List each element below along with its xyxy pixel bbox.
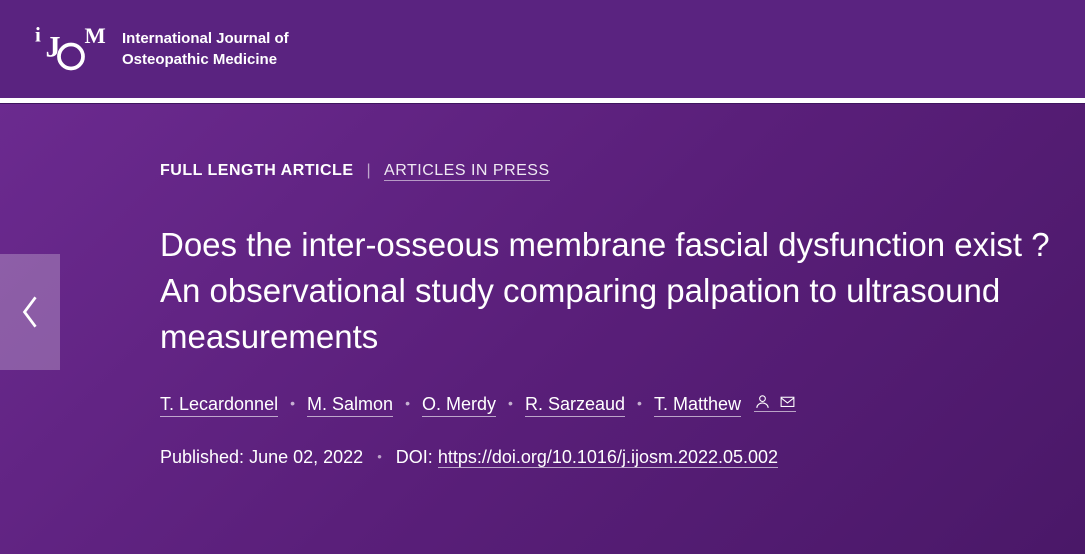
author-link[interactable]: O. Merdy [422,394,496,417]
prev-article-button[interactable] [0,254,60,370]
author-separator: • [637,395,642,411]
article-title: Does the inter-osseous membrane fascial … [160,222,1080,361]
article-type-label: FULL LENGTH ARTICLE [160,162,353,179]
author-link[interactable]: R. Sarzeaud [525,394,625,417]
envelope-icon [779,393,796,410]
journal-name-line2: Osteopathic Medicine [122,49,289,70]
journal-name-line1: International Journal of [122,28,289,49]
published-label: Published: [160,447,244,467]
ijom-logo-icon: i J M [35,19,110,79]
journal-name: International Journal of Osteopathic Med… [122,28,289,70]
author-separator: • [508,395,513,411]
doi-label: DOI: [396,447,433,467]
author-list: T. Lecardonnel • M. Salmon • O. Merdy • … [160,393,1085,417]
svg-text:M: M [85,23,106,48]
author-separator: • [405,395,410,411]
journal-header: i J M International Journal of Osteopath… [0,0,1085,98]
articles-in-press-link[interactable]: ARTICLES IN PRESS [384,162,550,181]
chevron-left-icon [19,293,41,331]
author-link[interactable]: T. Matthew [654,394,741,417]
article-type-line: FULL LENGTH ARTICLE | ARTICLES IN PRESS [160,162,1085,180]
tagline-separator: | [366,162,371,179]
person-icon [754,393,771,410]
pubinfo-separator: • [377,449,382,464]
author-link[interactable]: M. Salmon [307,394,393,417]
publication-info: Published: June 02, 2022 • DOI: https://… [160,447,1085,468]
article-hero: FULL LENGTH ARTICLE | ARTICLES IN PRESS … [0,104,1085,554]
svg-text:i: i [35,23,41,47]
published-date: June 02, 2022 [249,447,363,467]
author-separator: • [290,395,295,411]
author-link[interactable]: T. Lecardonnel [160,394,278,417]
journal-logo-box: i J M International Journal of Osteopath… [35,19,289,79]
doi-link[interactable]: https://doi.org/10.1016/j.ijosm.2022.05.… [438,447,778,468]
corresponding-author-icons[interactable] [754,393,796,412]
